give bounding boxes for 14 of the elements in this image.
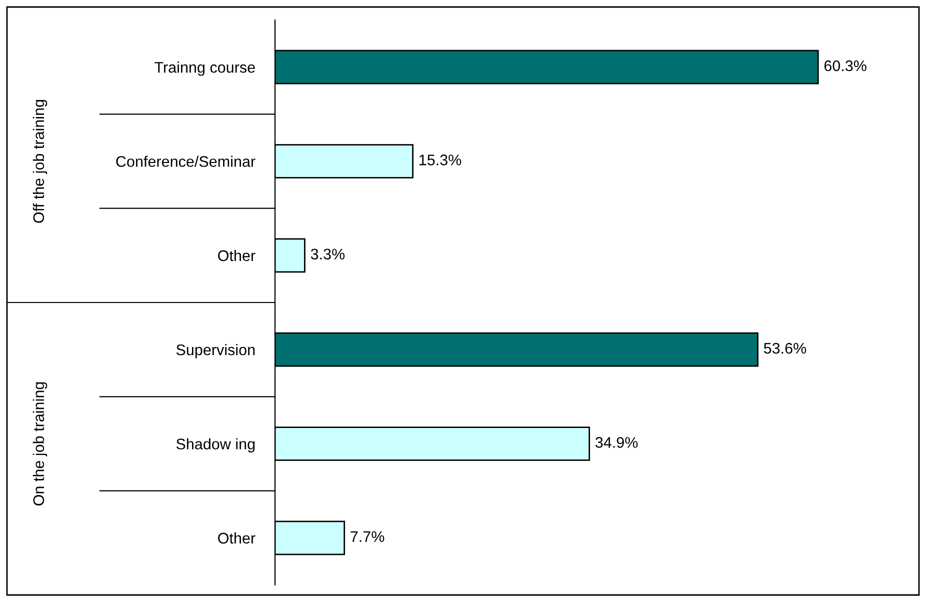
y-tick-label: Trainng course bbox=[154, 62, 255, 76]
data-label: 60.3% bbox=[824, 60, 866, 72]
data-label: 3.3% bbox=[310, 248, 345, 260]
text: Off the job training bbox=[32, 100, 48, 223]
y-tick-label: Supervision bbox=[176, 344, 255, 358]
y-tick-label: Other bbox=[218, 532, 256, 544]
data-label: 53.6% bbox=[764, 342, 806, 354]
y-tick-label: Conference/Seminar bbox=[116, 156, 256, 167]
data-label: 7.7% bbox=[350, 531, 384, 542]
y-tick-label: Shadow ing bbox=[176, 438, 255, 452]
text: On the job training bbox=[32, 382, 48, 506]
data-label: 34.9% bbox=[595, 437, 638, 448]
y-tick-label: Other bbox=[218, 250, 256, 262]
data-label: 15.3% bbox=[420, 154, 462, 166]
